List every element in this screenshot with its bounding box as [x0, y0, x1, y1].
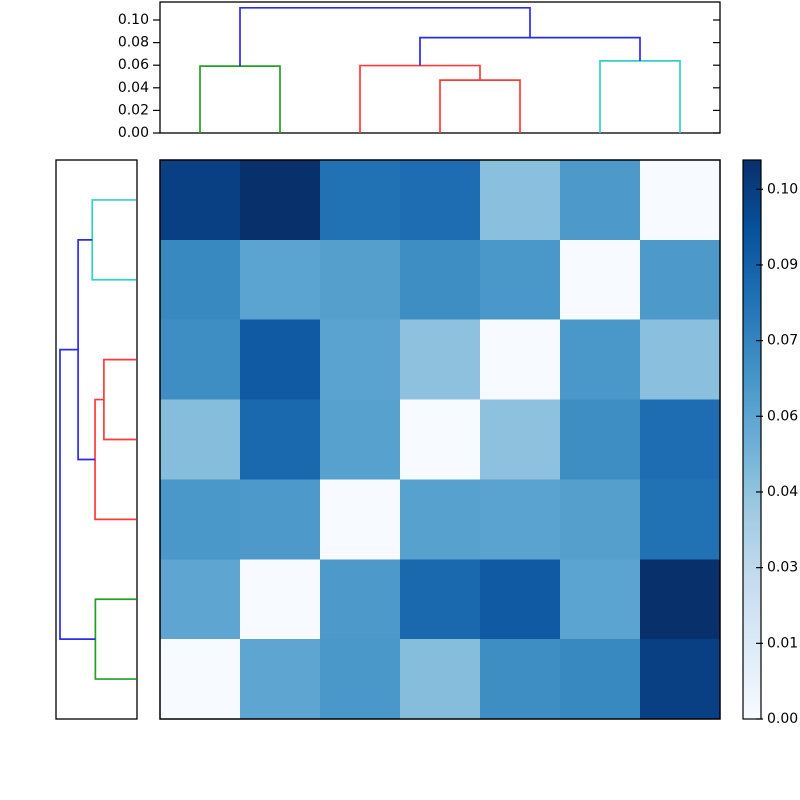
heatmap-cell	[240, 399, 321, 480]
heatmap-cell	[480, 639, 561, 720]
heatmap-cell	[160, 559, 241, 640]
heatmap-cell	[400, 319, 481, 401]
heatmap-cell	[560, 319, 641, 401]
heatmap-cell	[400, 479, 481, 560]
heatmap-cell	[400, 160, 481, 241]
colorbar-tick-label: 0.07	[767, 333, 798, 349]
left-dendrogram	[55, 159, 138, 720]
heatmap-cell	[400, 239, 481, 321]
colorbar-tick-label: 0.01	[767, 635, 798, 651]
heatmap-border	[159, 159, 721, 720]
heatmap-cell	[480, 239, 561, 321]
heatmap-cell	[640, 479, 721, 560]
colorbar-tick-label: 0.06	[767, 408, 798, 424]
colorbar-gradient	[742, 159, 762, 720]
dendrogram-link-blue	[239, 6, 531, 67]
top-axis-tick-label: 0.00	[118, 125, 149, 141]
heatmap-cell	[320, 319, 401, 401]
heatmap-cell	[640, 639, 721, 720]
heatmap	[159, 159, 721, 720]
heatmap-cell	[480, 399, 561, 480]
heatmap-cell	[160, 160, 241, 241]
heatmap-cell	[240, 160, 321, 241]
heatmap-cell	[160, 399, 241, 480]
heatmap-cell	[560, 479, 641, 560]
heatmap-cell	[320, 239, 401, 321]
heatmap-cell	[320, 559, 401, 640]
heatmap-cell	[640, 319, 721, 401]
heatmap-cell	[160, 319, 241, 401]
colorbar-tick-label: 0.04	[767, 484, 798, 500]
heatmap-cell	[560, 559, 641, 640]
heatmap-cell	[240, 559, 321, 640]
heatmap-cell	[160, 639, 241, 720]
heatmap-cell	[560, 399, 641, 480]
heatmap-cell	[480, 559, 561, 640]
top-axis-tick-label: 0.10	[118, 12, 149, 28]
heatmap-cell	[480, 479, 561, 560]
heatmap-cell	[480, 160, 561, 241]
colorbar-tick-label: 0.10	[767, 181, 798, 197]
heatmap-cell	[240, 319, 321, 401]
heatmap-cell	[400, 559, 481, 640]
heatmap-cell	[640, 239, 721, 321]
heatmap-cell	[400, 639, 481, 720]
heatmap-cell	[160, 239, 241, 321]
heatmap-cell	[240, 639, 321, 720]
heatmap-cell	[240, 479, 321, 560]
colorbar-tick-label: 0.00	[767, 711, 798, 727]
top-axis-tick-label: 0.06	[118, 57, 149, 73]
heatmap-cell	[320, 639, 401, 720]
colorbar-tick-label: 0.03	[767, 560, 798, 576]
heatmap-cell	[400, 399, 481, 480]
heatmap-cell	[160, 479, 241, 560]
top-dendrogram: 0.00 0.02 0.04 0.06 0.08 0.10	[118, 1, 721, 141]
heatmap-cell	[640, 160, 721, 241]
top-axis-tick-label: 0.02	[118, 102, 149, 118]
heatmap-cell	[640, 399, 721, 480]
heatmap-cell	[560, 239, 641, 321]
heatmap-cell	[480, 319, 561, 401]
heatmap-cell	[320, 399, 401, 480]
heatmap-cell	[240, 239, 321, 321]
colorbar-tick-label: 0.09	[767, 257, 798, 273]
colorbar: 0.00 0.01 0.03 0.04 0.06 0.07 0.09 0.10	[742, 159, 798, 727]
heatmap-cell	[640, 559, 721, 640]
dendrogram-link-blue	[59, 348, 96, 640]
heatmap-cell	[560, 160, 641, 241]
heatmap-cell	[320, 479, 401, 560]
top-axis-tick-label: 0.04	[118, 80, 149, 96]
heatmap-cell	[320, 160, 401, 241]
heatmap-cell	[560, 639, 641, 720]
top-axis-tick-label: 0.08	[118, 35, 149, 51]
